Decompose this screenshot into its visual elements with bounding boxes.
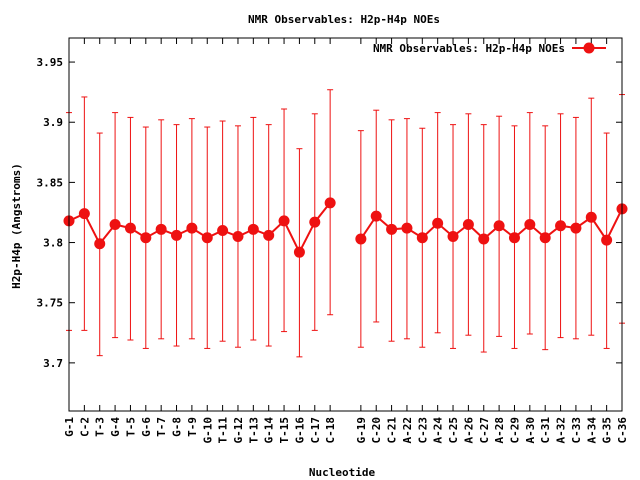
legend-label: NMR Observables: H2p-H4p NOEs	[373, 42, 565, 55]
x-tick-label: C-25	[447, 417, 460, 444]
x-tick-label: G-12	[232, 417, 245, 444]
x-tick-label: G-4	[109, 417, 122, 437]
x-tick-label: G-19	[355, 417, 368, 444]
x-tick-label: T-11	[217, 417, 230, 444]
y-axis-label: H2p-H4p (Angstroms)	[10, 163, 23, 289]
y-tick-label: 3.7	[43, 357, 63, 370]
data-point	[263, 229, 275, 241]
data-point	[555, 220, 567, 232]
x-tick-label: C-2	[78, 417, 91, 437]
x-tick-label: G-8	[171, 417, 184, 437]
x-tick-label: G-1	[63, 417, 76, 437]
data-point	[124, 222, 136, 234]
x-tick-label: A-26	[462, 417, 475, 444]
x-tick-label: C-17	[309, 417, 322, 444]
data-point	[416, 232, 428, 244]
data-point	[309, 216, 321, 228]
x-tick-label: A-28	[493, 417, 506, 444]
data-point	[386, 223, 398, 235]
data-point	[370, 210, 382, 222]
data-point	[140, 232, 152, 244]
x-tick-label: A-24	[432, 417, 445, 444]
x-axis-label: Nucleotide	[309, 466, 376, 479]
x-tick-label: G-6	[140, 417, 153, 437]
x-tick-label: C-18	[324, 417, 337, 444]
x-tick-label: C-36	[616, 417, 629, 444]
data-point	[585, 211, 597, 223]
data-point	[293, 246, 305, 258]
chart-title: NMR Observables: H2p-H4p NOEs	[248, 13, 440, 26]
x-tick-label: T-7	[155, 417, 168, 437]
x-tick-label: C-31	[539, 417, 552, 444]
legend-marker	[583, 42, 595, 54]
x-tick-label: T-13	[247, 417, 260, 444]
x-tick-label: T-5	[124, 417, 137, 437]
data-point	[278, 215, 290, 227]
series-line	[360, 208, 623, 243]
x-tick-label: T-15	[278, 417, 291, 444]
x-tick-label: C-21	[386, 417, 399, 444]
legend: NMR Observables: H2p-H4p NOEs	[373, 42, 606, 55]
data-point	[171, 229, 183, 241]
data-point	[355, 233, 367, 245]
x-tick-label: C-20	[370, 417, 383, 444]
series-layer	[63, 89, 628, 358]
x-tick-label: T-9	[186, 417, 199, 437]
data-point	[186, 222, 198, 234]
data-point	[524, 219, 536, 230]
data-point	[94, 238, 106, 250]
data-point	[493, 220, 505, 232]
x-tick-label: C-23	[416, 417, 429, 444]
x-tick-label: A-22	[401, 417, 414, 444]
x-tick-label: G-35	[601, 417, 614, 444]
data-point	[508, 232, 520, 244]
data-point	[432, 217, 444, 229]
data-point	[232, 231, 244, 243]
x-tick-label: C-27	[478, 417, 491, 444]
data-point	[462, 219, 474, 230]
data-point	[570, 222, 582, 234]
x-tick-label: T-3	[94, 417, 107, 437]
x-tick-label: G-16	[293, 417, 306, 444]
data-point	[78, 208, 90, 220]
y-tick-label: 3.95	[37, 56, 64, 69]
x-tick-label: C-29	[508, 417, 521, 444]
x-axis-ticks: G-1 C-2 T-3 G-4 T-5 G-6 T-7 G-8 T-9 G-10 T-11 G-12 T…	[63, 38, 629, 444]
series-line	[68, 202, 331, 255]
x-tick-label: A-32	[555, 417, 568, 444]
data-point	[478, 233, 490, 245]
data-point	[247, 223, 259, 235]
data-point	[447, 231, 459, 243]
data-point	[155, 223, 167, 235]
y-tick-label: 3.8	[43, 237, 63, 250]
x-tick-label: C-33	[570, 417, 583, 444]
data-point	[201, 232, 213, 244]
data-point	[539, 232, 551, 244]
data-point	[217, 225, 229, 237]
x-tick-label: G-10	[201, 417, 214, 444]
y-tick-label: 3.85	[37, 176, 64, 189]
data-point	[401, 222, 413, 234]
data-point	[324, 197, 336, 209]
x-tick-label: G-14	[263, 417, 276, 444]
y-axis-ticks: 3.7 3.75 3.8 3.85 3.9 3.95	[37, 56, 622, 370]
x-tick-label: A-30	[524, 417, 537, 444]
data-point	[601, 234, 613, 246]
data-point	[109, 219, 121, 230]
plot-frame	[68, 37, 623, 412]
y-tick-label: 3.9	[43, 116, 63, 129]
y-tick-label: 3.75	[37, 297, 64, 310]
x-tick-label: A-34	[585, 417, 598, 444]
